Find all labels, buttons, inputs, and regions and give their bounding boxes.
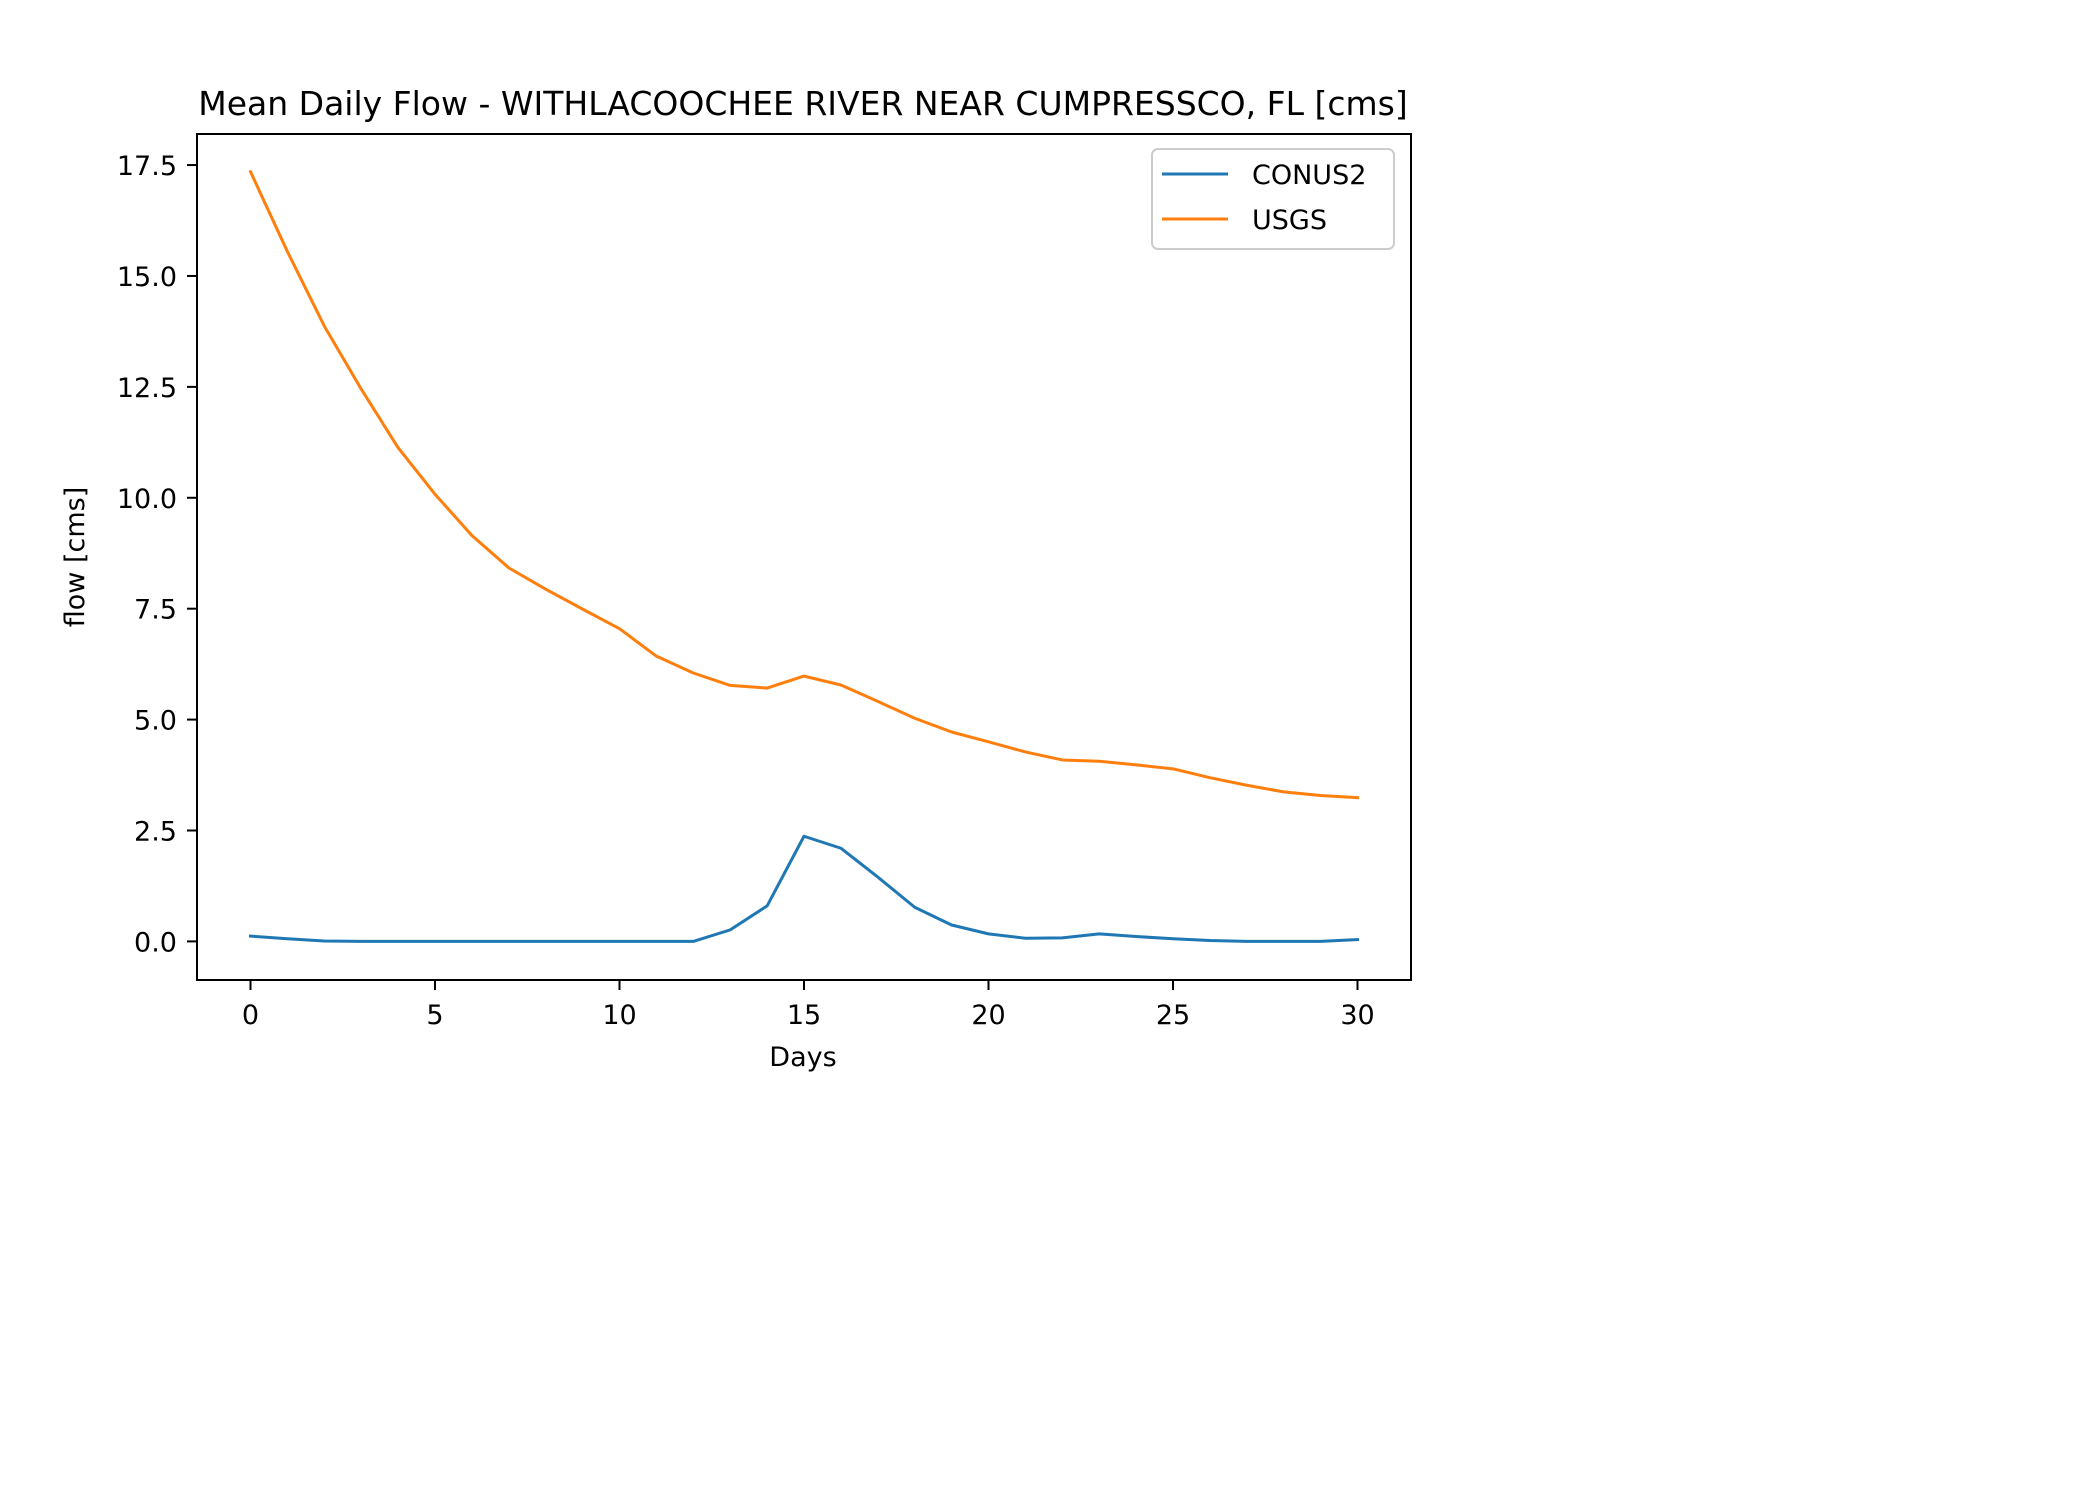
x-tick-label: 5 [426,1000,443,1031]
x-tick-label: 30 [1340,1000,1374,1031]
chart-title: Mean Daily Flow - WITHLACOOCHEE RIVER NE… [198,84,1407,123]
y-tick-label: 10.0 [117,484,177,515]
plot-frame [196,133,1412,981]
legend-label-usgs: USGS [1252,205,1327,236]
y-axis: 0.0 2.5 5.0 7.5 10.0 12.5 15.0 17.5 [117,151,197,958]
series-line-usgs [248,169,1360,800]
x-axis-label: Days [769,1042,836,1073]
line-chart: Mean Daily Flow - WITHLACOOCHEE RIVER NE… [60,84,1412,1073]
x-tick-label: 10 [602,1000,636,1031]
chart-container: Mean Daily Flow - WITHLACOOCHEE RIVER NE… [60,84,1412,1073]
x-axis: 0 5 10 15 20 25 30 [242,980,1375,1031]
x-tick-label: 20 [971,1000,1005,1031]
y-tick-label: 7.5 [134,595,177,626]
x-tick-label: 15 [787,1000,821,1031]
plot-area [248,169,1360,943]
legend: CONUS2 USGS [1151,148,1395,250]
y-tick-label: 17.5 [117,151,177,182]
legend-label-conus2: CONUS2 [1252,160,1366,191]
y-axis-label: flow [cms] [60,487,91,627]
y-tick-label: 12.5 [117,373,177,404]
y-tick-label: 15.0 [117,262,177,293]
x-tick-label: 0 [242,1000,259,1031]
y-tick-label: 0.0 [134,927,177,958]
series-line-conus2 [248,834,1360,943]
y-tick-label: 2.5 [134,816,177,847]
y-tick-label: 5.0 [134,706,177,737]
x-tick-label: 25 [1156,1000,1190,1031]
